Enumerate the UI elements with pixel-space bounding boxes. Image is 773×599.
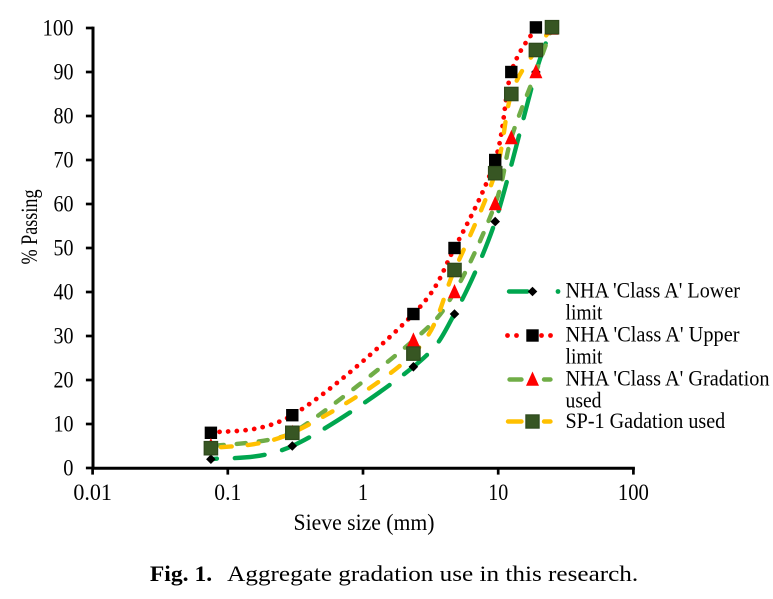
- svg-text:10: 10: [488, 480, 508, 505]
- svg-text:30: 30: [54, 324, 74, 349]
- svg-text:0: 0: [63, 456, 73, 481]
- svg-text:limit: limit: [566, 300, 603, 325]
- svg-text:% Passing: % Passing: [17, 189, 42, 264]
- svg-text:NHA 'Class A' Gradation: NHA 'Class A' Gradation: [566, 366, 770, 391]
- svg-text:50: 50: [54, 236, 74, 261]
- svg-text:80: 80: [54, 104, 74, 129]
- svg-text:NHA 'Class A' Lower: NHA 'Class A' Lower: [566, 278, 741, 303]
- svg-text:90: 90: [54, 60, 74, 85]
- svg-text:60: 60: [54, 192, 74, 217]
- svg-text:NHA 'Class A' Upper: NHA 'Class A' Upper: [566, 322, 741, 347]
- svg-text:1: 1: [358, 480, 368, 505]
- svg-text:10: 10: [54, 412, 74, 437]
- svg-text:Sieve size (mm): Sieve size (mm): [294, 510, 435, 535]
- svg-text:limit: limit: [566, 344, 603, 369]
- svg-text:40: 40: [54, 280, 74, 305]
- svg-text:0.01: 0.01: [73, 480, 112, 505]
- svg-text:20: 20: [54, 368, 74, 393]
- svg-text:100: 100: [43, 16, 74, 41]
- svg-text:Fig. 1.: Fig. 1.: [150, 561, 212, 586]
- svg-text:Aggregate gradation use in thi: Aggregate gradation use in this research…: [227, 561, 638, 586]
- svg-text:SP-1 Gadation used: SP-1 Gadation used: [566, 408, 726, 433]
- svg-text:used: used: [566, 388, 602, 413]
- svg-text:0.1: 0.1: [214, 480, 241, 505]
- svg-text:70: 70: [54, 148, 74, 173]
- svg-text:100: 100: [618, 480, 649, 505]
